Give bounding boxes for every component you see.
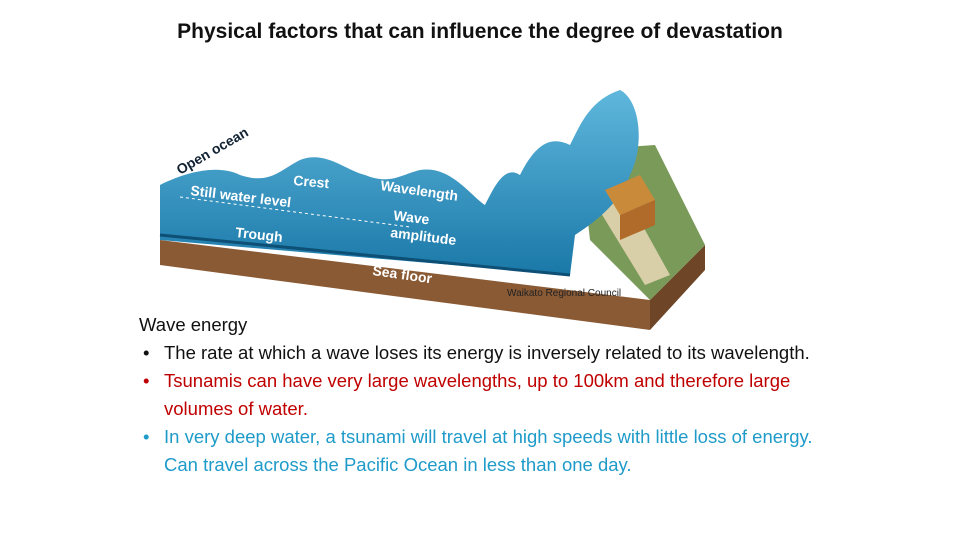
sea-floor-face	[160, 240, 650, 330]
slide-title: Physical factors that can influence the …	[177, 20, 783, 43]
section-heading: Wave energy	[139, 314, 248, 335]
crest-label: Crest	[293, 172, 330, 191]
house	[605, 175, 655, 215]
credit: Waikato Regional Council	[507, 288, 621, 299]
water-front-edge	[159, 233, 571, 277]
tsunami-diagram: Open ocean Crest Still water level Wavel…	[159, 90, 705, 330]
bullet: In very deep water, a tsunami will trave…	[139, 423, 839, 479]
bullet: The rate at which a wave loses its energ…	[139, 339, 839, 367]
side-face	[650, 245, 705, 330]
still-water-line	[179, 196, 411, 228]
house-wall	[620, 200, 655, 240]
bullet: Tsunamis can have very large wavelengths…	[139, 367, 839, 423]
text-block: Wave energy The rate at which a wave los…	[139, 311, 839, 479]
amplitude-label: Wave	[393, 207, 431, 227]
trough-label: Trough	[235, 224, 284, 245]
ocean	[160, 90, 639, 275]
open-ocean-label: Open ocean	[174, 124, 251, 178]
